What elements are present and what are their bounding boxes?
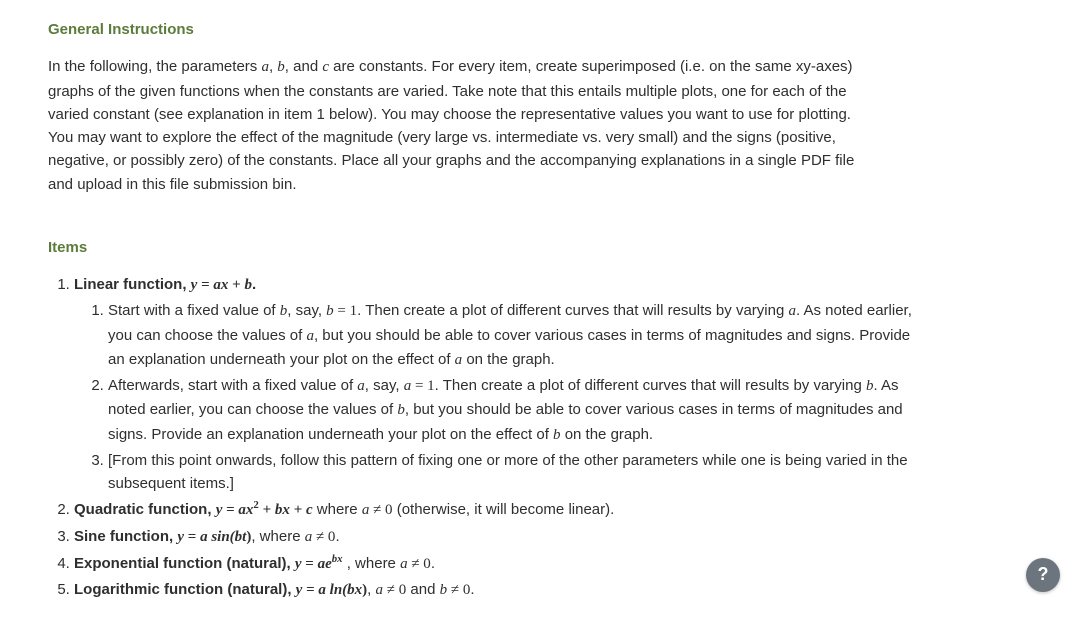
math-var-b: b bbox=[397, 402, 405, 418]
text-fragment: , say, bbox=[287, 302, 326, 319]
item-1-sub-3: [From this point onwards, follow this pa… bbox=[108, 449, 918, 496]
help-icon: ? bbox=[1038, 561, 1049, 589]
help-button[interactable]: ? bbox=[1026, 558, 1060, 592]
general-instructions-heading: General Instructions bbox=[48, 18, 1032, 41]
text-fragment: , and bbox=[285, 58, 323, 75]
math-plus-c: + c bbox=[290, 502, 313, 518]
math-bx: bx bbox=[275, 502, 290, 518]
text-fragment: . Then create a plot of different curves… bbox=[357, 302, 788, 319]
math-neq-0: ≠ 0 bbox=[369, 502, 392, 518]
math-neq-0: ≠ 0 bbox=[447, 582, 470, 598]
text-fragment: , bbox=[367, 581, 375, 598]
text-fragment: . Then create a plot of different curves… bbox=[435, 377, 866, 394]
text-fragment: Afterwards, start with a fixed value of bbox=[108, 377, 357, 394]
text-fragment: . bbox=[431, 555, 435, 572]
text-fragment: on the graph. bbox=[561, 426, 654, 443]
math-var-c: c bbox=[322, 59, 329, 75]
math-var-b: b bbox=[440, 582, 448, 598]
text-fragment: where bbox=[313, 501, 362, 518]
math-eq: = bbox=[302, 582, 318, 598]
text-fragment: , where bbox=[343, 555, 401, 572]
math-bt: bt bbox=[235, 529, 247, 545]
math-eq: = bbox=[184, 529, 200, 545]
item-1-label: Linear function, bbox=[74, 276, 191, 293]
item-4-label: Exponential function (natural), bbox=[74, 555, 295, 572]
math-var-y: y bbox=[295, 556, 302, 572]
text-fragment: . bbox=[252, 276, 256, 293]
math-var-a: a bbox=[400, 556, 408, 572]
math-plus: + bbox=[228, 277, 244, 293]
math-var-b: b bbox=[244, 277, 252, 293]
math-eq: = bbox=[197, 277, 213, 293]
math-eq: = bbox=[222, 502, 238, 518]
math-var-b: b bbox=[553, 427, 561, 443]
text-fragment: In the following, the parameters bbox=[48, 58, 261, 75]
item-2-label: Quadratic function, bbox=[74, 501, 216, 518]
math-asin: a sin( bbox=[200, 529, 235, 545]
math-neq-0: ≠ 0 bbox=[312, 529, 335, 545]
math-plus: + bbox=[259, 502, 275, 518]
item-1-sub-1: Start with a fixed value of b, say, b = … bbox=[108, 299, 918, 372]
item-1-linear: Linear function, y = ax + b. Start with … bbox=[74, 273, 918, 495]
text-fragment: (otherwise, it will become linear). bbox=[393, 501, 615, 518]
item-3-sine: Sine function, y = a sin(bt), where a ≠ … bbox=[74, 525, 918, 549]
math-ax2: ax bbox=[238, 502, 253, 518]
math-var-a: a bbox=[376, 582, 384, 598]
math-neq-0: ≠ 0 bbox=[408, 556, 431, 572]
math-exp-bx: bx bbox=[332, 553, 343, 565]
math-neq-0: ≠ 0 bbox=[383, 582, 406, 598]
general-instructions-paragraph: In the following, the parameters a, b, a… bbox=[48, 55, 868, 196]
item-1-sub-2: Afterwards, start with a fixed value of … bbox=[108, 374, 918, 447]
math-ax: ax bbox=[213, 277, 228, 293]
math-var-a: a bbox=[261, 59, 269, 75]
text-fragment: Start with a fixed value of bbox=[108, 302, 280, 319]
item-3-label: Sine function, bbox=[74, 528, 177, 545]
math-bx: bx bbox=[347, 582, 362, 598]
text-fragment: are constants. For every item, create su… bbox=[48, 58, 854, 192]
text-fragment: . bbox=[335, 528, 339, 545]
text-fragment: and bbox=[406, 581, 439, 598]
item-2-quadratic: Quadratic function, y = ax2 + bx + c whe… bbox=[74, 497, 918, 522]
math-aln: a ln( bbox=[318, 582, 347, 598]
text-fragment: , where bbox=[251, 528, 304, 545]
text-fragment: . bbox=[470, 581, 474, 598]
item-1-sublist: Start with a fixed value of b, say, b = … bbox=[74, 299, 918, 495]
item-5-logarithmic: Logarithmic function (natural), y = a ln… bbox=[74, 578, 918, 602]
item-5-label: Logarithmic function (natural), bbox=[74, 581, 296, 598]
items-list: Linear function, y = ax + b. Start with … bbox=[48, 273, 918, 602]
math-eq-1: = 1 bbox=[411, 378, 434, 394]
math-var-a: a bbox=[357, 378, 365, 394]
math-var-b: b bbox=[326, 303, 334, 319]
math-var-a: a bbox=[306, 328, 314, 344]
math-ae: ae bbox=[318, 556, 332, 572]
text-fragment: , say, bbox=[365, 377, 404, 394]
text-fragment: [From this point onwards, follow this pa… bbox=[108, 452, 908, 492]
math-var-b: b bbox=[277, 59, 285, 75]
items-heading: Items bbox=[48, 236, 1032, 259]
math-var-y: y bbox=[177, 529, 184, 545]
math-eq-1: = 1 bbox=[334, 303, 357, 319]
math-eq: = bbox=[302, 556, 318, 572]
math-var-a: a bbox=[788, 303, 796, 319]
text-fragment: on the graph. bbox=[462, 351, 555, 368]
item-4-exponential: Exponential function (natural), y = aebx… bbox=[74, 551, 918, 576]
